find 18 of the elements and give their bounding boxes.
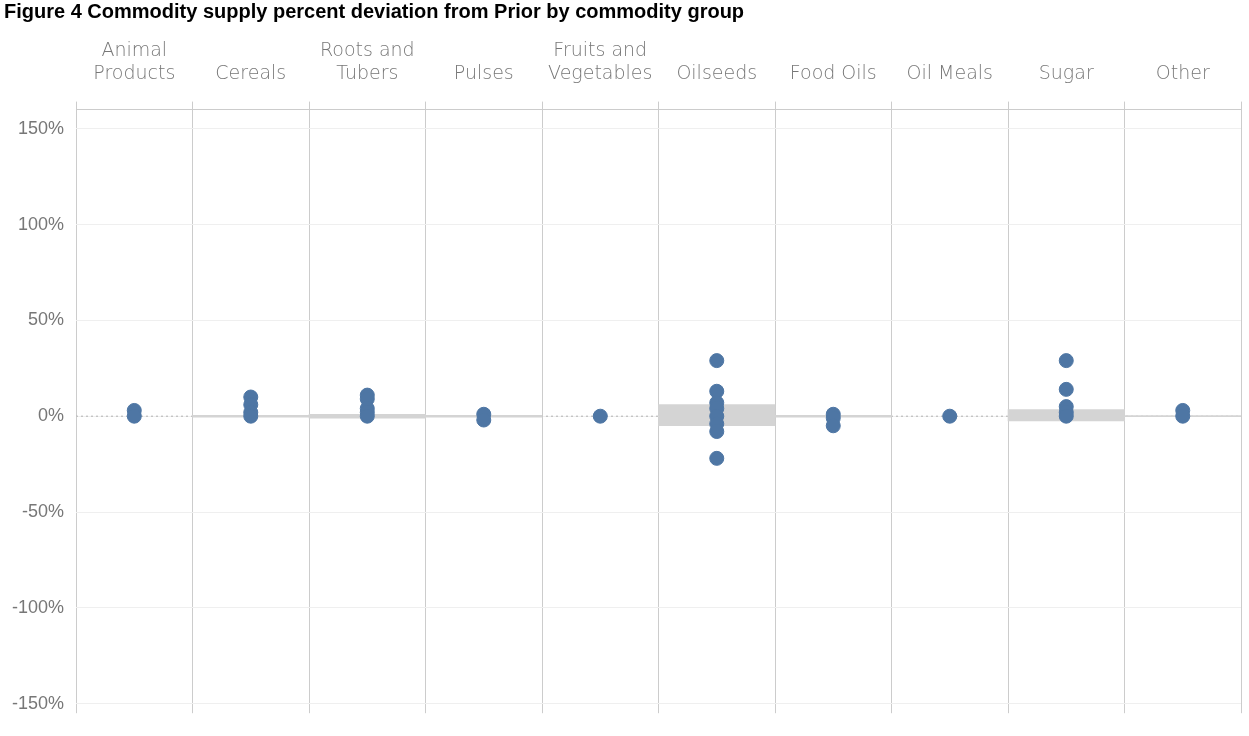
x-tick-label: Roots and Tubers xyxy=(319,38,415,84)
y-tick-label: 100% xyxy=(17,213,65,234)
x-tick-label: Fruits and Vegetables xyxy=(548,38,653,84)
y-tick-label: 50% xyxy=(28,309,65,330)
y-tick-label: 0% xyxy=(38,405,65,426)
y-tick-label: -100% xyxy=(12,596,65,617)
y-tick-label: -50% xyxy=(22,500,65,521)
x-tick-label: Sugar xyxy=(1038,61,1094,84)
x-tick-label: Animal Products xyxy=(93,38,176,84)
y-tick-label: 150% xyxy=(17,117,65,138)
x-tick-label: Other xyxy=(1155,61,1210,84)
x-tick-label: Food Oils xyxy=(789,61,877,84)
y-tick-label: -150% xyxy=(12,692,65,713)
chart-title: Figure 4 Commodity supply percent deviation from Prior by commodity group xyxy=(4,0,745,23)
x-tick-label: Cereals xyxy=(215,61,287,84)
x-tick-label: Oilseeds xyxy=(676,61,758,84)
x-tick-label: Oil Meals xyxy=(906,61,993,84)
x-tick-label: Pulses xyxy=(453,61,514,84)
